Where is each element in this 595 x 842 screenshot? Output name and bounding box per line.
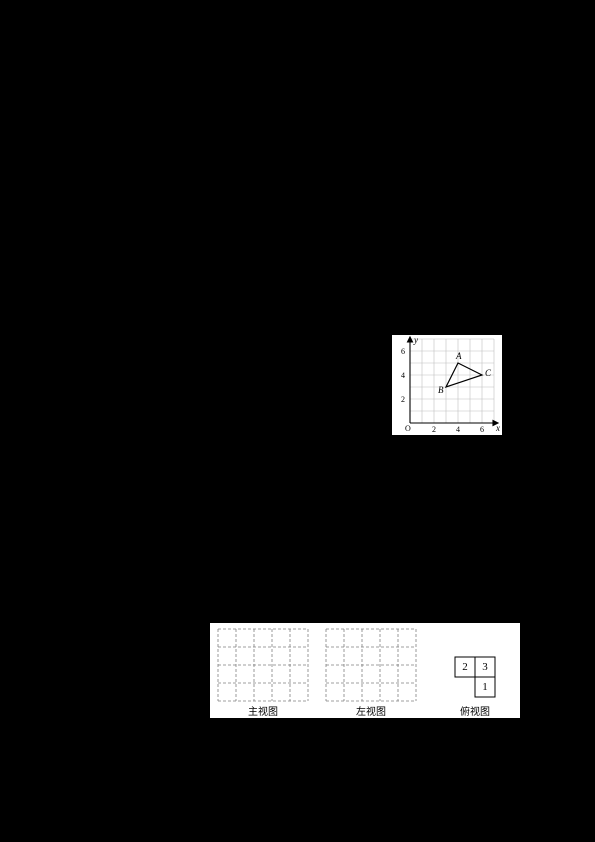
main-view-label: 主视图 — [218, 703, 308, 718]
grid-lines — [410, 339, 494, 423]
y-axis-label: y — [413, 335, 418, 345]
xtick-4: 4 — [456, 425, 460, 434]
point-a-label: A — [455, 351, 462, 361]
ytick-2: 2 — [401, 395, 405, 404]
top-view-squares — [455, 657, 495, 697]
axes — [408, 337, 499, 426]
left-view-label: 左视图 — [326, 703, 416, 718]
xtick-6: 6 — [480, 425, 484, 434]
tick-labels: O 2 4 6 2 4 6 y x — [401, 335, 500, 434]
coordinate-graph-svg: O 2 4 6 2 4 6 y x A B C — [392, 335, 502, 435]
top-view-cell-2: 2 — [462, 661, 468, 673]
coordinate-graph-figure: O 2 4 6 2 4 6 y x A B C — [392, 335, 502, 435]
xtick-2: 2 — [432, 425, 436, 434]
point-b-label: B — [438, 385, 444, 395]
top-view-cell-1: 1 — [482, 681, 488, 693]
x-axis-label: x — [495, 423, 500, 433]
three-views-figure: 2 3 1 主视图 左视图 俯视图 — [210, 623, 520, 718]
ytick-6: 6 — [401, 347, 405, 356]
ytick-4: 4 — [401, 371, 405, 380]
top-view-label: 俯视图 — [445, 703, 505, 718]
point-c-label: C — [485, 368, 492, 378]
main-view-grid — [218, 629, 308, 701]
left-view-grid — [326, 629, 416, 701]
top-view-cell-3: 3 — [482, 661, 488, 673]
origin-label: O — [405, 424, 411, 433]
